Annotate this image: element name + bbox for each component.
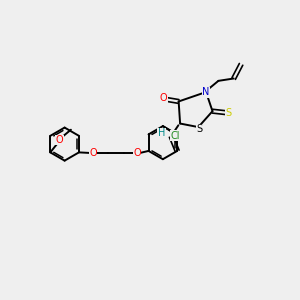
Text: O: O [133, 148, 141, 158]
Text: O: O [56, 135, 64, 145]
Text: H: H [158, 128, 165, 138]
Text: Cl: Cl [170, 130, 180, 140]
Text: O: O [89, 148, 97, 158]
Text: N: N [202, 87, 210, 97]
Text: S: S [197, 124, 203, 134]
Text: O: O [160, 93, 167, 103]
Text: S: S [226, 108, 232, 118]
